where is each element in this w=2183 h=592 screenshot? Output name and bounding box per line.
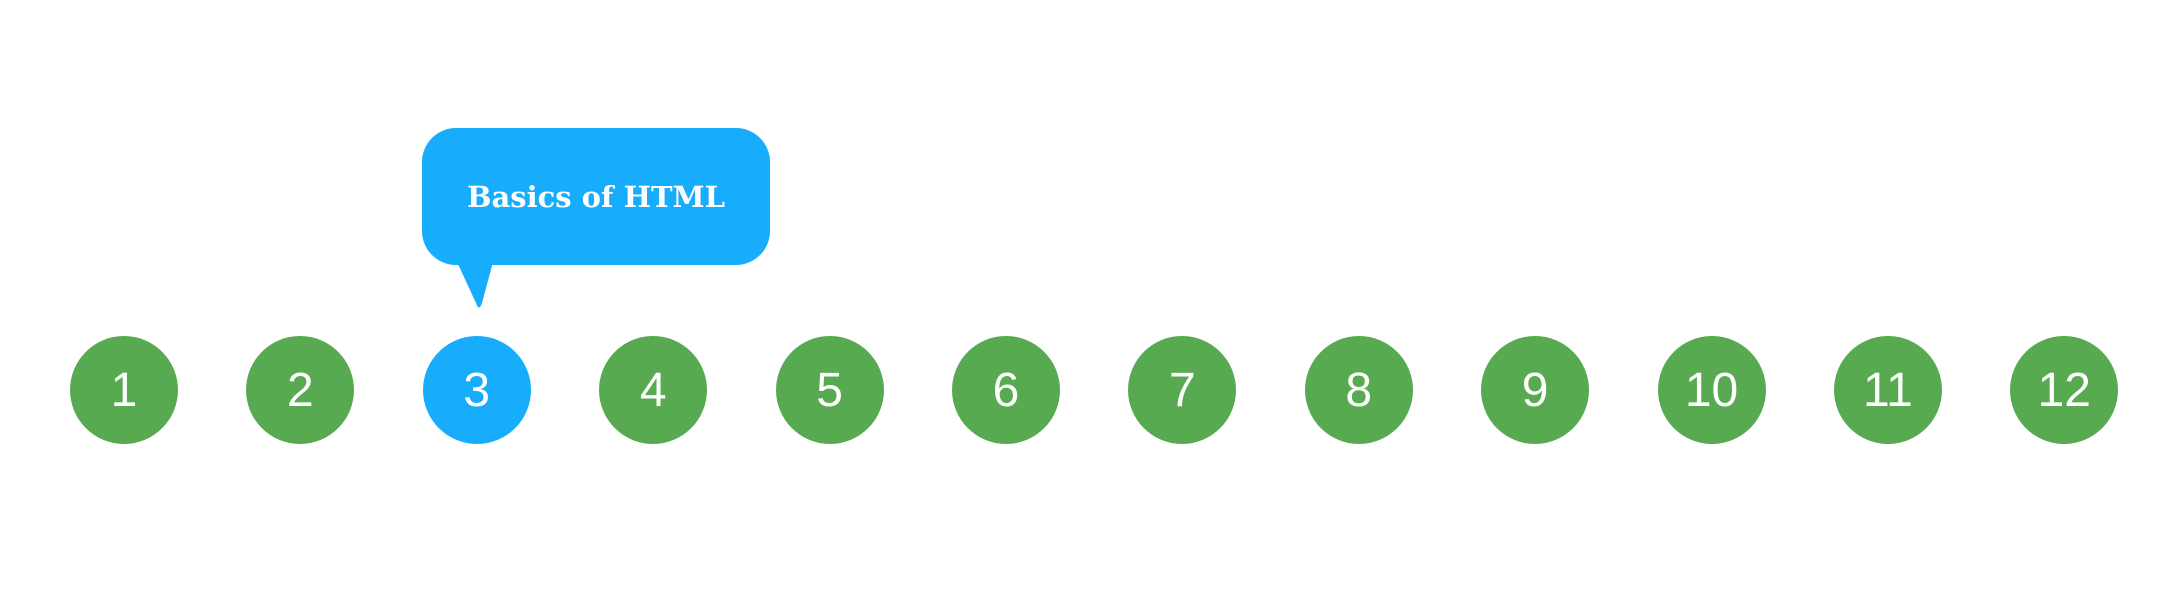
step-number: 4	[639, 363, 667, 417]
step-6[interactable]: 6	[951, 336, 1060, 444]
step-number: 12	[2037, 363, 2091, 417]
step-1[interactable]: 1	[70, 336, 178, 444]
step-4[interactable]: 4	[599, 336, 708, 444]
tooltip-pointer	[457, 262, 493, 308]
step-11[interactable]: 11	[1833, 336, 1942, 444]
step-number: 2	[287, 363, 314, 417]
step-indicator: 1 2 3 4 5 6 7 8 9 10 11 12	[70, 336, 2119, 444]
step-5[interactable]: 5	[775, 336, 884, 444]
step-tooltip: Basics of HTML	[422, 128, 770, 265]
step-number: 10	[1684, 363, 1739, 417]
step-number: 5	[816, 363, 843, 417]
step-number: 11	[1862, 363, 1913, 417]
step-8[interactable]: 8	[1304, 336, 1413, 444]
step-number: 8	[1345, 363, 1373, 417]
step-number: 3	[463, 363, 491, 417]
step-number: 7	[1168, 363, 1196, 417]
step-3[interactable]: 3	[422, 336, 531, 444]
step-number: 9	[1521, 363, 1549, 417]
step-number: 1	[110, 363, 138, 417]
step-12[interactable]: 12	[2010, 336, 2119, 444]
tooltip-text: Basics of HTML	[466, 179, 726, 214]
step-7[interactable]: 7	[1128, 336, 1237, 444]
step-2[interactable]: 2	[246, 336, 355, 444]
step-10[interactable]: 10	[1657, 336, 1766, 444]
step-9[interactable]: 9	[1481, 336, 1590, 444]
step-number: 6	[992, 363, 1020, 417]
